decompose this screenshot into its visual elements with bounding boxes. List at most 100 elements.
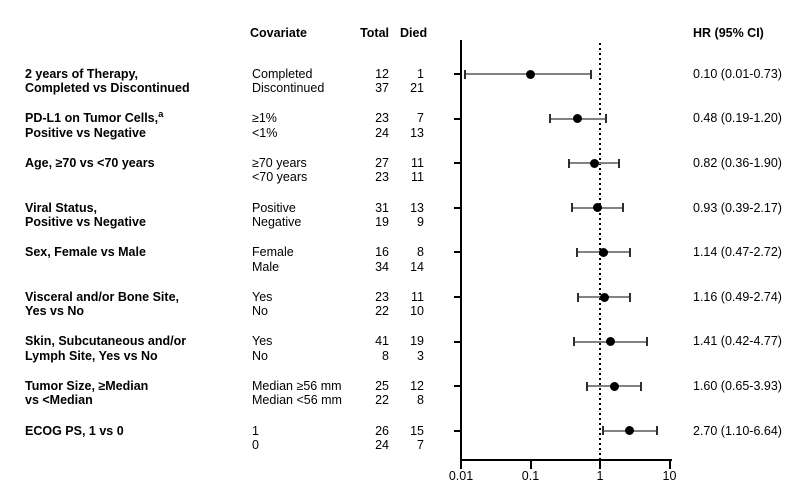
covariate-values: Yes No bbox=[252, 334, 364, 363]
hr-ci-value: 1.14 (0.47-2.72) bbox=[693, 245, 782, 260]
covariate-value: Median <56 mm bbox=[252, 393, 342, 408]
total-value: 22 bbox=[375, 393, 389, 408]
row-tick bbox=[454, 429, 460, 432]
total-value: 19 bbox=[375, 215, 389, 230]
total-values: 23 22 bbox=[333, 290, 389, 319]
total-value: 8 bbox=[382, 348, 389, 363]
died-values: 8 14 bbox=[388, 245, 424, 274]
died-value: 7 bbox=[417, 438, 424, 453]
ci-cap-high bbox=[640, 381, 643, 391]
total-value: 26 bbox=[375, 423, 389, 438]
row-tick bbox=[454, 73, 460, 75]
group-label-line: Completed vs Discontinued bbox=[25, 81, 190, 96]
ci-cap-low bbox=[601, 426, 604, 436]
covariate-values: Female Male bbox=[252, 245, 364, 274]
covariate-value: No bbox=[252, 304, 268, 319]
ci-cap-high bbox=[656, 426, 659, 436]
covariate-value: No bbox=[252, 348, 268, 363]
died-value: 13 bbox=[410, 125, 424, 140]
ci-cap-high bbox=[622, 203, 625, 213]
total-value: 22 bbox=[375, 304, 389, 319]
covariate-value: Completed bbox=[252, 66, 313, 81]
died-value: 15 bbox=[410, 423, 424, 438]
died-value: 9 bbox=[417, 215, 424, 230]
ci-cap-high bbox=[618, 158, 621, 168]
group-label: ECOG PS, 1 vs 0 bbox=[25, 424, 245, 439]
ci-cap-low bbox=[576, 247, 579, 257]
covariate-value: Discontinued bbox=[252, 81, 325, 96]
covariate-values: Completed Discontinued bbox=[252, 67, 364, 96]
x-tick bbox=[668, 461, 671, 469]
x-tick-label: 0.01 bbox=[448, 469, 474, 483]
hr-ci-value: 0.82 (0.36-1.90) bbox=[693, 155, 782, 170]
ci-cap-low bbox=[577, 292, 580, 302]
covariate-value: 1 bbox=[252, 423, 259, 438]
total-value: 23 bbox=[375, 170, 389, 185]
covariate-value: Negative bbox=[252, 215, 302, 230]
ci-cap-low bbox=[464, 69, 466, 79]
died-value: 8 bbox=[417, 393, 424, 408]
x-tick-label: 0.1 bbox=[521, 469, 540, 483]
group-label: Skin, Subcutaneous and/or Lymph Site, Yes… bbox=[25, 334, 245, 363]
x-tick bbox=[529, 461, 532, 469]
total-values: 41 8 bbox=[333, 334, 389, 363]
died-value: 3 bbox=[417, 348, 424, 363]
row-tick bbox=[454, 117, 460, 120]
row-tick bbox=[454, 340, 460, 343]
ci-cap-high bbox=[589, 69, 592, 79]
ci-cap-low bbox=[570, 203, 573, 213]
x-tick bbox=[599, 461, 601, 469]
total-values: 25 22 bbox=[333, 379, 389, 408]
ci-cap-low bbox=[572, 337, 575, 347]
died-value: 8 bbox=[417, 245, 424, 260]
group-label-line: Skin, Subcutaneous and/or bbox=[25, 334, 187, 349]
total-values: 27 23 bbox=[333, 156, 389, 185]
x-tick-label: 1 bbox=[596, 469, 604, 483]
column-header-total: Total bbox=[360, 25, 389, 40]
covariate-values: Positive Negative bbox=[252, 201, 364, 230]
total-values: 23 24 bbox=[333, 111, 389, 140]
point-estimate-marker bbox=[593, 203, 603, 213]
hr-ci-value: 0.48 (0.19-1.20) bbox=[693, 111, 782, 126]
died-values: 11 11 bbox=[388, 156, 424, 185]
died-value: 11 bbox=[411, 155, 424, 170]
died-value: 21 bbox=[410, 81, 424, 96]
covariate-value: <70 years bbox=[252, 170, 308, 185]
x-axis bbox=[460, 459, 672, 461]
total-values: 26 24 bbox=[333, 424, 389, 453]
hr-ci-value: 1.16 (0.49-2.74) bbox=[693, 289, 782, 304]
died-values: 13 9 bbox=[388, 201, 424, 230]
group-label-line: Viral Status, bbox=[25, 200, 98, 215]
total-value: 24 bbox=[375, 438, 389, 453]
row-tick bbox=[454, 162, 460, 165]
row-tick bbox=[454, 385, 460, 388]
point-estimate-marker bbox=[599, 247, 609, 257]
total-value: 12 bbox=[375, 66, 389, 81]
hr-ci-value: 0.10 (0.01-0.73) bbox=[693, 66, 782, 81]
covariate-values: Median ≥56 mm Median <56 mm bbox=[252, 379, 364, 408]
ci-cap-high bbox=[604, 114, 607, 124]
row-tick bbox=[454, 296, 460, 298]
group-label: 2 years of Therapy, Completed vs Disconti… bbox=[25, 67, 245, 96]
row-tick bbox=[454, 206, 460, 209]
hr-ci-value: 1.41 (0.42-4.77) bbox=[693, 334, 782, 349]
group-label: Visceral and/or Bone Site, Yes vs No bbox=[25, 290, 245, 319]
died-value: 11 bbox=[411, 170, 424, 185]
group-label-line: Positive vs Negative bbox=[25, 215, 146, 230]
column-header-hr: HR (95% CI) bbox=[693, 25, 764, 40]
footnote-marker: a bbox=[158, 109, 164, 121]
total-values: 12 37 bbox=[333, 67, 389, 96]
total-value: 27 bbox=[375, 155, 389, 170]
ci-cap-high bbox=[646, 337, 649, 347]
ci-cap-high bbox=[629, 247, 632, 257]
died-value: 10 bbox=[410, 304, 424, 319]
group-label-line: Age, ≥70 vs <70 years bbox=[25, 155, 155, 170]
group-label-line: Tumor Size, ≥Median bbox=[25, 378, 149, 393]
died-value: 14 bbox=[410, 259, 424, 274]
covariate-value: Median ≥56 mm bbox=[252, 378, 342, 393]
point-estimate-marker bbox=[605, 337, 615, 347]
group-label-line: Lymph Site, Yes vs No bbox=[25, 348, 158, 363]
died-values: 15 7 bbox=[388, 424, 424, 453]
total-value: 16 bbox=[375, 245, 389, 260]
